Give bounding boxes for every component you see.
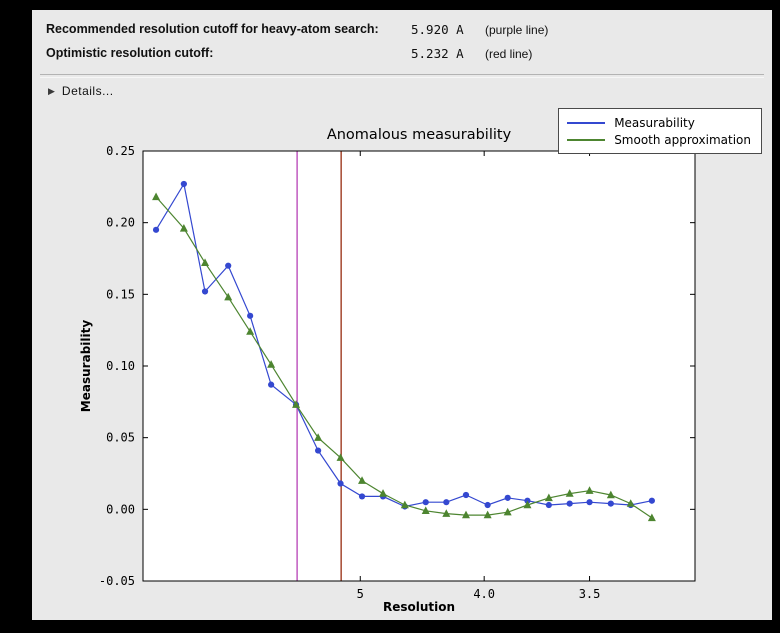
svg-text:0.10: 0.10	[106, 359, 135, 373]
optimistic-cutoff-note: (red line)	[485, 47, 533, 61]
legend-line-smooth-approximation	[567, 138, 606, 141]
svg-text:5: 5	[357, 587, 364, 601]
legend-label-smooth-approximation: Smooth approximation	[614, 132, 751, 147]
svg-text:0.25: 0.25	[106, 144, 135, 158]
svg-text:4.0: 4.0	[473, 587, 495, 601]
svg-text:0.15: 0.15	[106, 287, 135, 301]
legend-item-smooth-approximation: Smooth approximation	[567, 131, 751, 148]
recommended-cutoff-label: Recommended resolution cutoff for heavy-…	[46, 22, 379, 36]
svg-text:0.05: 0.05	[106, 431, 135, 445]
triangle-right-icon: ▶	[48, 85, 55, 96]
chart-canvas: 0.25 0.20 0.15 0.10 0.05 0.00 -0.05 5 4.0 3.5	[99, 144, 696, 601]
legend-item-measurability: Measurability	[567, 114, 751, 131]
legend-label-measurability: Measurability	[614, 115, 695, 130]
x-axis-label: Resolution	[382, 600, 456, 614]
svg-text:3.5: 3.5	[579, 587, 601, 601]
results-panel: Recommended resolution cutoff for heavy-…	[32, 10, 772, 620]
header-row-optimistic: Optimistic resolution cutoff: 5.232 A (r…	[32, 46, 772, 68]
details-toggle[interactable]: ▶ Details...	[48, 82, 114, 100]
chart-title: Anomalous measurability	[326, 127, 512, 143]
svg-text:0.20: 0.20	[106, 216, 135, 230]
legend-line-measurability	[567, 121, 606, 124]
recommended-cutoff-note: (purple line)	[485, 23, 549, 37]
svg-text:0.00: 0.00	[106, 502, 135, 516]
separator	[40, 74, 764, 78]
recommended-cutoff-value: 5.920 A	[411, 22, 464, 37]
svg-text:-0.05: -0.05	[99, 574, 135, 588]
optimistic-cutoff-value: 5.232 A	[411, 46, 464, 61]
details-label: Details...	[61, 84, 114, 98]
y-axis-label: Measurability	[79, 319, 93, 413]
header-row-recommended: Recommended resolution cutoff for heavy-…	[32, 22, 772, 44]
chart-legend: Measurability Smooth approximation	[558, 108, 762, 154]
measurability-figure: Anomalous measurability Measurability Sm…	[32, 105, 772, 620]
optimistic-cutoff-label: Optimistic resolution cutoff:	[46, 46, 214, 60]
